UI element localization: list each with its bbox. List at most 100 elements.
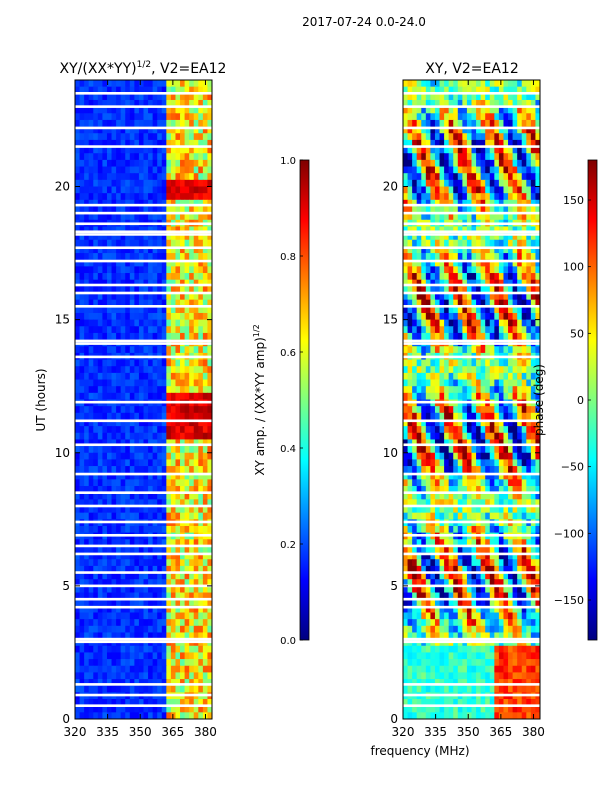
heatmap-cell (489, 146, 495, 154)
heatmap-cell (444, 173, 450, 181)
heatmap-cell (116, 486, 122, 494)
heatmap-cell (193, 233, 199, 241)
heatmap-cell (180, 279, 186, 287)
heatmap-cell (84, 466, 90, 474)
heatmap-cell (462, 359, 468, 367)
heatmap-cell (184, 299, 190, 307)
heatmap-cell (152, 99, 158, 108)
heatmap-cell (434, 486, 441, 494)
heatmap-cell (180, 552, 186, 560)
heatmap-cell (462, 139, 468, 148)
heatmap-cell (439, 119, 445, 128)
heatmap-cell (161, 80, 167, 88)
heatmap-cell (111, 605, 117, 614)
heatmap-cell (180, 113, 186, 121)
heatmap-cell (88, 166, 94, 174)
heatmap-cell (193, 173, 199, 181)
heatmap-cell (166, 246, 172, 254)
heatmap-cell (439, 446, 445, 454)
heatmap-cell (407, 386, 413, 394)
heatmap-cell (521, 412, 527, 421)
heatmap-cell (106, 266, 113, 274)
heatmap-cell (111, 173, 117, 181)
heatmap-cell (416, 266, 422, 274)
heatmap-cell (457, 372, 463, 381)
heatmap-cell (476, 166, 482, 174)
heatmap-cell (143, 652, 149, 660)
heatmap-cell (116, 512, 122, 520)
heatmap-cell (434, 459, 441, 467)
heatmap-cell (480, 512, 486, 520)
heatmap-cell (166, 213, 172, 221)
heatmap-cell (157, 605, 163, 614)
heatmap-cell (125, 565, 131, 574)
heatmap-cell (134, 99, 140, 108)
heatmap-cell (116, 565, 122, 574)
heatmap-cell (535, 426, 540, 434)
heatmap-cell (202, 226, 209, 234)
heatmap-cell (102, 592, 108, 600)
heatmap-cell (125, 552, 131, 560)
heatmap-cell (84, 605, 90, 614)
heatmap-cell (88, 86, 94, 94)
heatmap-cell (129, 446, 135, 454)
heatmap-cell (148, 459, 154, 467)
heatmap-cell (88, 605, 94, 614)
heatmap-cell (193, 299, 199, 307)
heatmap-cell (485, 299, 491, 307)
heatmap-cell (184, 512, 190, 520)
heatmap-cell (207, 193, 212, 201)
heatmap-cell (444, 246, 450, 254)
heatmap-cell (425, 279, 431, 287)
heatmap-cell (166, 632, 172, 640)
heatmap-cell (421, 499, 427, 507)
heatmap-cell (125, 133, 131, 141)
heatmap-cell (457, 279, 463, 287)
heatmap-cell (521, 139, 527, 148)
heatmap-cell (184, 559, 190, 567)
heatmap-cell (97, 499, 103, 507)
heatmap-cell (512, 179, 518, 188)
heatmap-cell (489, 512, 495, 520)
heatmap-cell (207, 579, 212, 587)
heatmap-cell (129, 326, 135, 334)
heatmap-cell (430, 179, 436, 188)
heatmap-cell (152, 605, 158, 614)
heatmap-cell (193, 645, 199, 654)
heatmap-cell (444, 326, 450, 334)
heatmap-cell (494, 412, 500, 421)
heatmap-cell (152, 146, 158, 154)
heatmap-cell (198, 332, 204, 341)
heatmap-cell (75, 699, 81, 707)
heatmap-cell (157, 99, 163, 108)
heatmap-cell (111, 679, 117, 687)
heatmap-cell (120, 306, 126, 314)
heatmap-cell (84, 286, 90, 294)
heatmap-cell (180, 679, 186, 687)
heatmap-cell (403, 406, 409, 414)
heatmap-cell (526, 193, 532, 201)
heatmap-cell (129, 199, 135, 208)
heatmap-cell (471, 259, 477, 267)
heatmap-cell (180, 332, 186, 341)
heatmap-cell (84, 246, 90, 254)
heatmap-cell (466, 452, 473, 461)
heatmap-cell (457, 199, 463, 208)
heatmap-cell (184, 472, 190, 480)
heatmap-cell (175, 286, 181, 294)
heatmap-cell (494, 186, 500, 194)
heatmap-cell (430, 119, 436, 128)
heatmap-cell (120, 273, 126, 281)
heatmap-cell (102, 106, 108, 114)
heatmap-cell (134, 459, 140, 467)
heatmap-cell (526, 459, 532, 467)
heatmap-cell (102, 312, 108, 321)
heatmap-cell (93, 239, 99, 248)
heatmap-cell (97, 625, 103, 634)
heatmap-cell (180, 572, 186, 580)
heatmap-cell (111, 506, 117, 514)
heatmap-cell (434, 492, 441, 500)
heatmap-cell (184, 432, 190, 441)
heatmap-cell (434, 193, 441, 201)
heatmap-cell (93, 266, 99, 274)
